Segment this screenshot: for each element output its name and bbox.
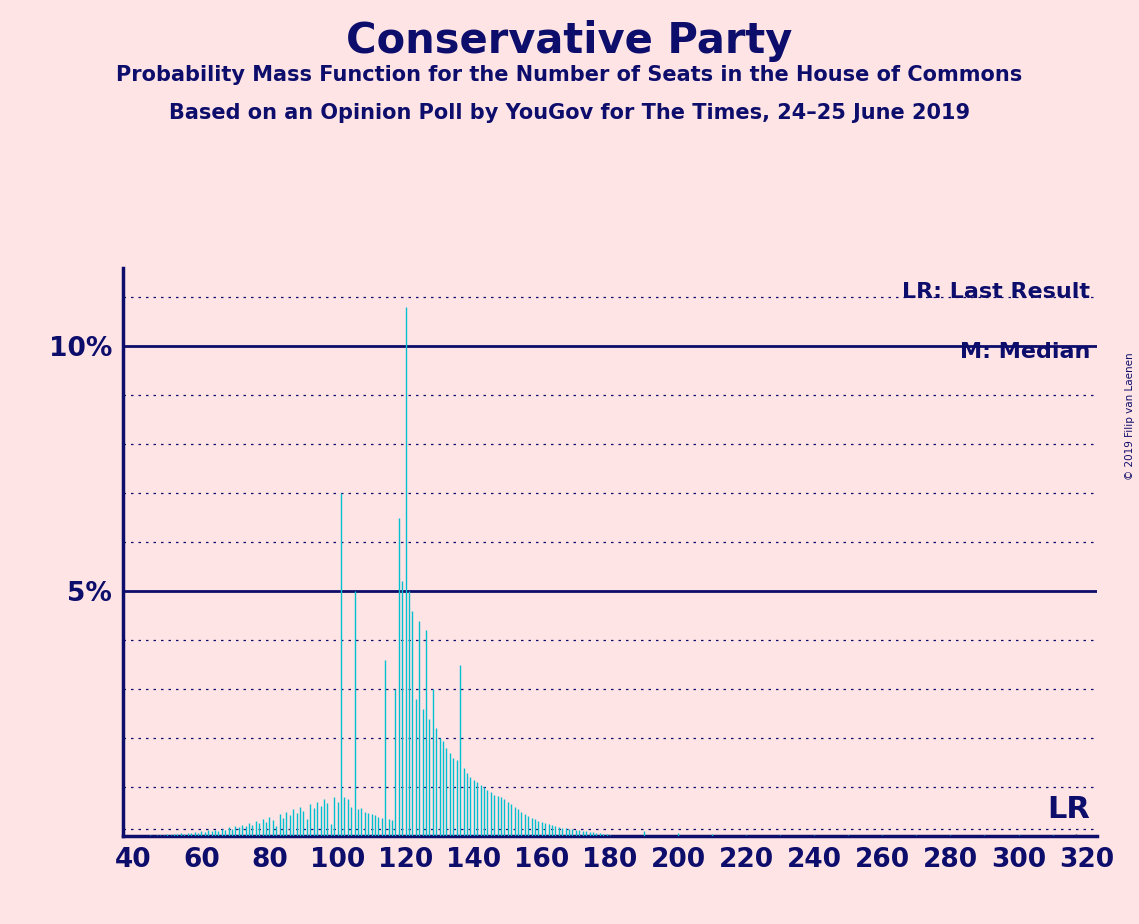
Text: LR: LR	[1047, 795, 1090, 824]
Text: LR: Last Result: LR: Last Result	[902, 282, 1090, 302]
Text: © 2019 Filip van Laenen: © 2019 Filip van Laenen	[1125, 352, 1134, 480]
Text: Conservative Party: Conservative Party	[346, 20, 793, 62]
Text: Probability Mass Function for the Number of Seats in the House of Commons: Probability Mass Function for the Number…	[116, 65, 1023, 85]
Text: Based on an Opinion Poll by YouGov for The Times, 24–25 June 2019: Based on an Opinion Poll by YouGov for T…	[169, 103, 970, 124]
Text: M: Median: M: Median	[960, 342, 1090, 362]
